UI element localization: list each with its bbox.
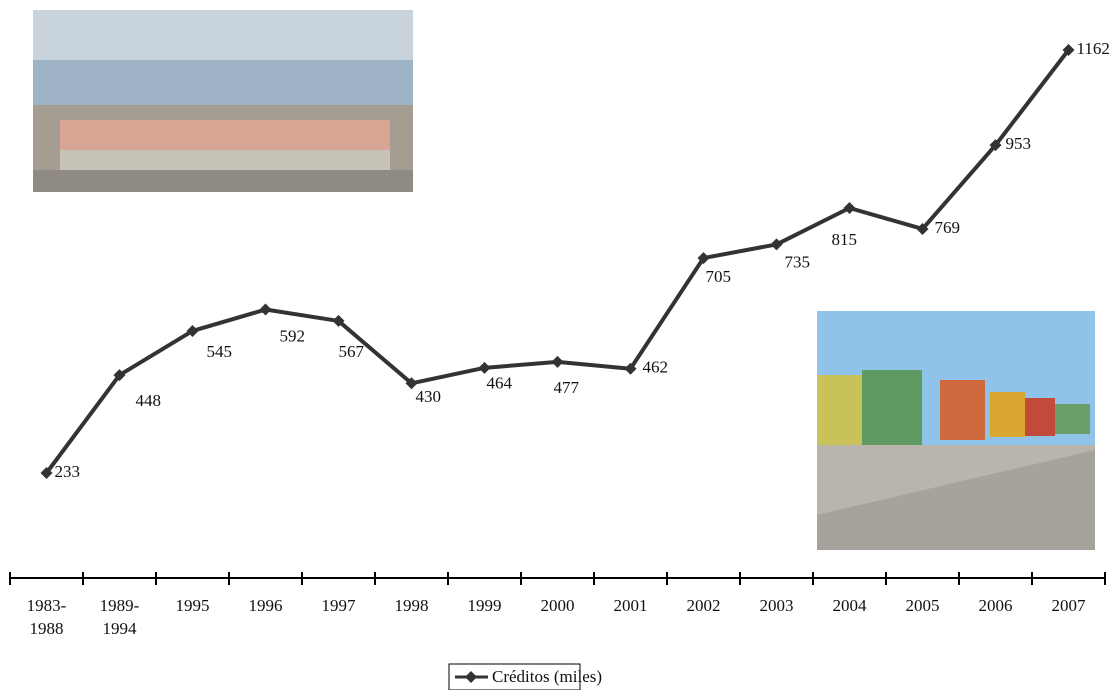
x-tick-label: 2005 xyxy=(906,596,940,615)
x-tick-label: 1997 xyxy=(322,596,357,615)
data-marker xyxy=(843,201,856,214)
data-marker xyxy=(916,222,929,235)
data-label: 462 xyxy=(643,358,669,377)
data-label: 815 xyxy=(832,230,858,249)
data-label: 545 xyxy=(207,342,233,361)
x-tick-label: 2004 xyxy=(833,596,868,615)
photo-houses-street xyxy=(817,311,1095,550)
data-label: 448 xyxy=(136,391,162,410)
x-tick-label: 2003 xyxy=(760,596,794,615)
x-tick-label: 1995 xyxy=(176,596,210,615)
data-label: 769 xyxy=(935,218,961,237)
x-tick-label: 1996 xyxy=(249,596,283,615)
x-tick-label: 2001 xyxy=(614,596,648,615)
photo-houses-aerial xyxy=(33,10,413,192)
data-marker xyxy=(405,377,418,390)
data-label: 477 xyxy=(554,378,580,397)
data-marker xyxy=(332,314,345,327)
x-tick-label: 2007 xyxy=(1052,596,1087,615)
x-tick-label: 1998 xyxy=(395,596,429,615)
legend-marker xyxy=(465,671,477,683)
data-label: 464 xyxy=(487,374,513,393)
data-label: 705 xyxy=(706,267,732,286)
data-marker xyxy=(478,361,491,374)
data-marker xyxy=(989,139,1002,152)
data-label: 233 xyxy=(55,462,81,481)
data-label: 953 xyxy=(1006,134,1032,153)
legend-label: Créditos (miles) xyxy=(492,667,602,686)
data-marker xyxy=(551,355,564,368)
data-label: 430 xyxy=(416,387,442,406)
data-label: 735 xyxy=(785,252,811,271)
x-tick-label: 2002 xyxy=(687,596,721,615)
data-marker xyxy=(186,324,199,337)
x-tick-label: 1989-1994 xyxy=(100,596,140,638)
data-marker xyxy=(770,238,783,251)
data-marker xyxy=(113,369,126,382)
x-tick-label: 2006 xyxy=(979,596,1013,615)
x-tick-label: 1983-1988 xyxy=(27,596,67,638)
data-label: 567 xyxy=(339,342,365,361)
legend: Créditos (miles) xyxy=(448,663,602,690)
data-label: 1162 xyxy=(1077,39,1110,58)
x-tick-label: 2000 xyxy=(541,596,575,615)
data-marker xyxy=(40,467,53,479)
data-marker xyxy=(697,252,710,265)
data-label: 592 xyxy=(280,326,306,345)
data-marker xyxy=(624,362,637,375)
data-marker xyxy=(259,303,272,316)
x-tick-label: 1999 xyxy=(468,596,502,615)
data-marker xyxy=(1062,44,1075,56)
